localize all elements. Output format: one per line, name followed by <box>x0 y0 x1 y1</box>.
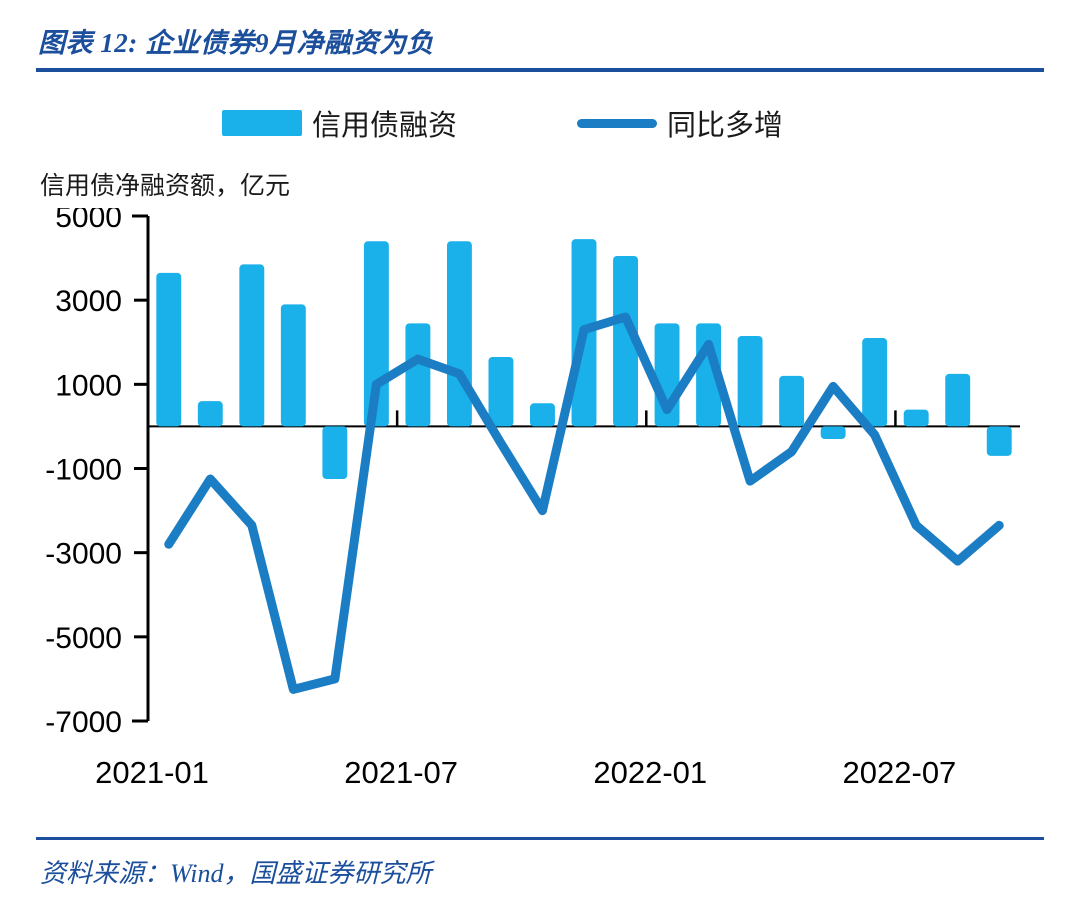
plot-area: 5000 3000 1000 -1000 -3000 -5000 -7000 2021-01… <box>0 208 1080 808</box>
chart-legend: 信用债融资 同比多增 <box>0 102 1080 144</box>
y-tick-label: 1000 <box>55 369 122 402</box>
source-note: 资料来源：Wind，国盛证券研究所 <box>40 859 432 888</box>
bar <box>903 409 929 427</box>
line-path <box>164 312 1004 694</box>
bar <box>613 255 638 427</box>
bar <box>239 264 265 427</box>
line-series <box>164 312 1004 694</box>
x-tick-labels: 2021-01 2021-07 2022-01 2022-07 <box>95 755 956 790</box>
y-tick-label: -3000 <box>45 538 122 571</box>
bar <box>986 426 1012 456</box>
x-tick-label: 2021-01 <box>95 755 209 790</box>
y-tick-label: -1000 <box>45 454 122 487</box>
bar <box>779 375 805 427</box>
legend-bar-swatch-icon <box>222 110 302 136</box>
y-tick-labels: 5000 3000 1000 -1000 -3000 -5000 -7000 <box>45 208 122 739</box>
x-axis <box>146 410 1020 428</box>
bar <box>862 338 888 427</box>
legend-line-swatch-icon <box>577 118 658 128</box>
bar-series <box>156 239 1012 480</box>
y-axis <box>132 214 150 723</box>
bar <box>488 356 514 427</box>
y-tick-label: -5000 <box>45 622 122 655</box>
chart-svg: 5000 3000 1000 -1000 -3000 -5000 -7000 2021-01… <box>45 208 1020 790</box>
title-divider <box>36 68 1044 72</box>
bar <box>280 304 306 427</box>
bar <box>945 373 971 427</box>
bar <box>322 426 348 480</box>
y-tick-label: -7000 <box>45 706 122 739</box>
legend-item-bar[interactable]: 信用债融资 <box>222 102 457 144</box>
bar <box>156 272 182 427</box>
page-title: 图表 12: 企业债券9月净融资为负 <box>38 27 434 58</box>
bar <box>737 335 763 427</box>
bar <box>820 426 846 440</box>
y-tick-label: 3000 <box>55 285 122 318</box>
bar <box>197 401 223 427</box>
y-tick-label: 5000 <box>55 208 122 234</box>
legend-item-label: 信用债融资 <box>312 108 458 142</box>
legend-item-label: 同比多增 <box>667 108 784 142</box>
bar <box>446 241 472 427</box>
bar <box>530 403 555 427</box>
x-tick-label: 2022-07 <box>843 755 957 790</box>
x-tick-label: 2021-07 <box>344 755 458 790</box>
figure-title-row: 图表 12: 企业债券9月净融资为负 <box>38 18 1080 62</box>
legend-item-line[interactable]: 同比多增 <box>577 102 783 144</box>
y-axis-unit-label: 信用债净融资额，亿元 <box>40 171 291 200</box>
footer-divider <box>36 837 1044 840</box>
x-tick-label: 2022-01 <box>593 755 707 790</box>
bar <box>405 323 431 427</box>
